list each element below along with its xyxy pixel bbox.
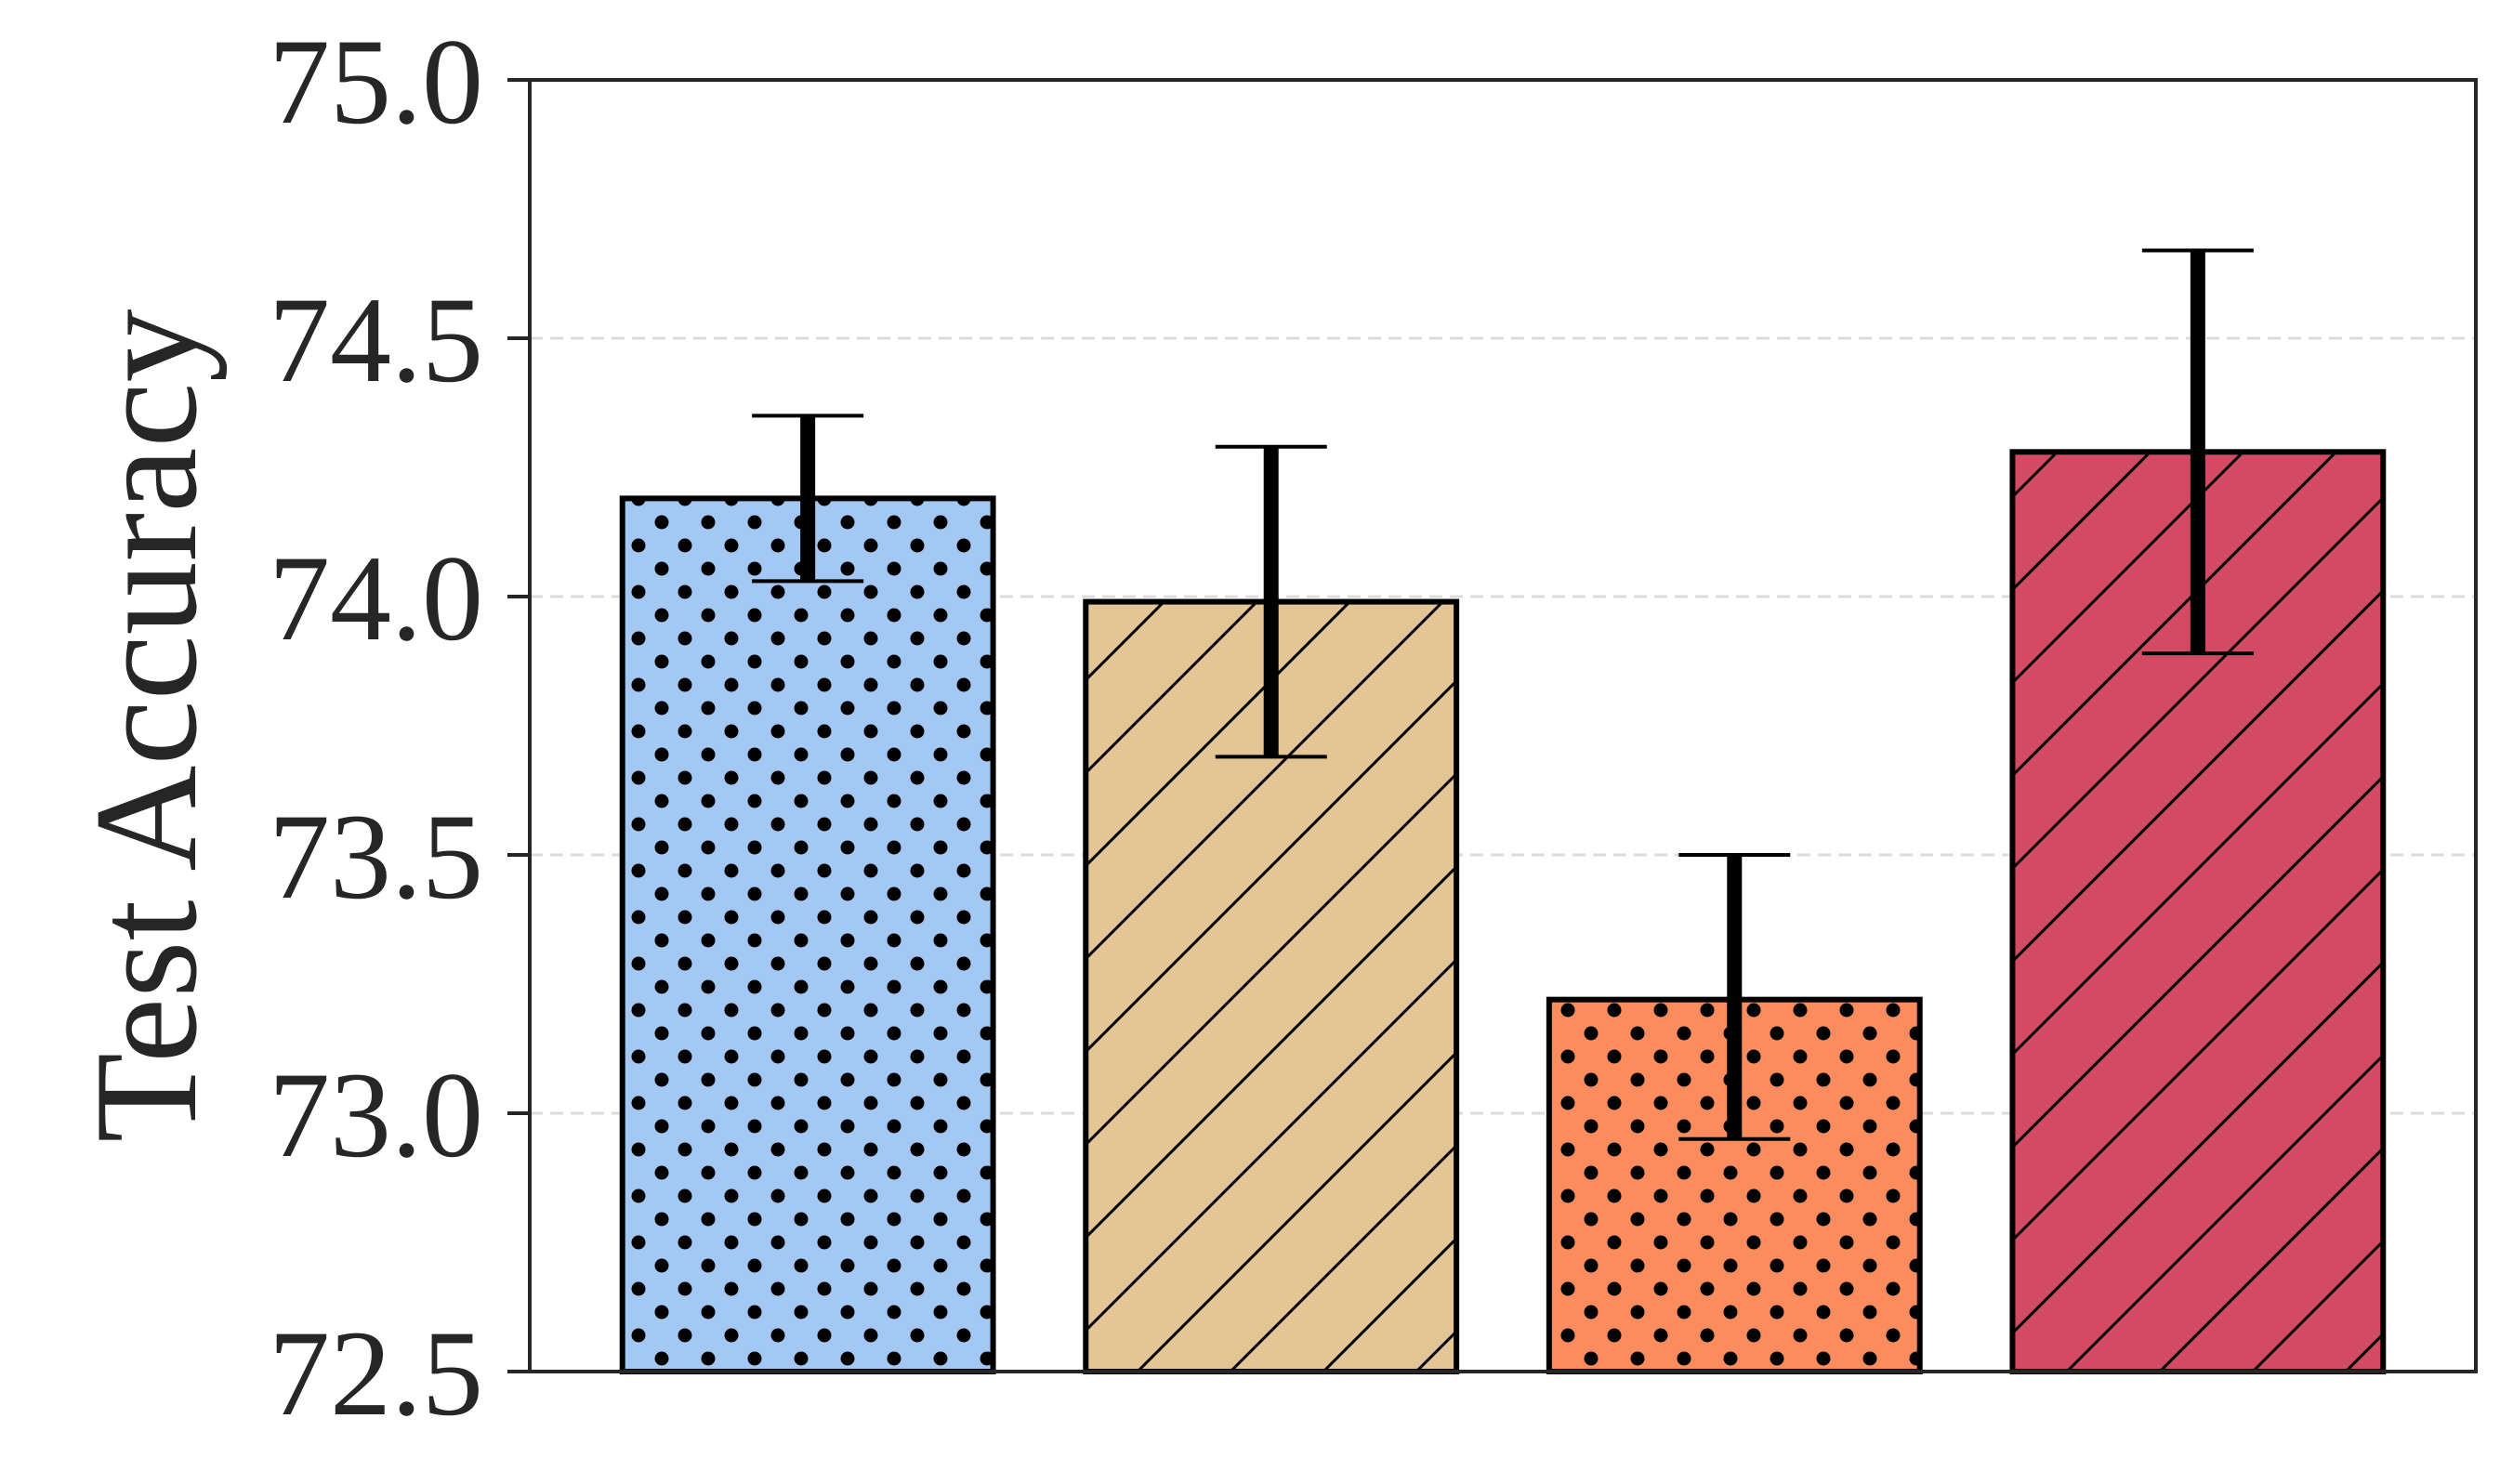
y-tick-label: 74.0 [269, 530, 483, 666]
y-tick-label: 74.5 [269, 271, 483, 408]
y-axis-ticks: 72.5 73.0 73.5 74.0 74.5 75.0 [269, 13, 530, 1441]
bars [619, 449, 2387, 1375]
y-tick-label: 75.0 [269, 13, 483, 150]
y-tick-label: 73.5 [269, 788, 483, 925]
y-tick-label: 73.0 [269, 1046, 483, 1183]
bar-hatch [622, 498, 993, 1372]
plot-frame [528, 78, 2478, 1373]
y-tick-label: 72.5 [269, 1305, 483, 1441]
error-bars [752, 248, 2254, 1141]
y-axis-title: Test Accuracy [65, 309, 228, 1142]
